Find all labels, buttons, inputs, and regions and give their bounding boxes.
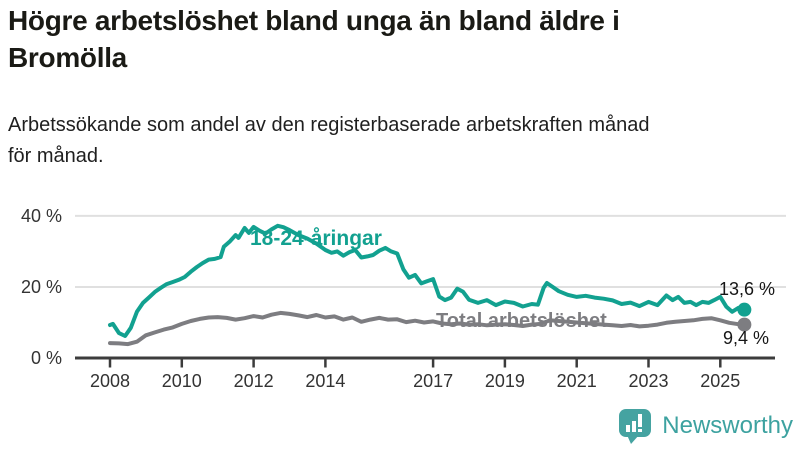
svg-text:0 %: 0 %	[31, 348, 62, 368]
svg-text:2008: 2008	[90, 371, 130, 391]
svg-text:2017: 2017	[413, 371, 453, 391]
svg-text:2025: 2025	[700, 371, 740, 391]
svg-text:2014: 2014	[305, 371, 345, 391]
svg-text:2012: 2012	[234, 371, 274, 391]
svg-text:2021: 2021	[557, 371, 597, 391]
svg-text:2023: 2023	[628, 371, 668, 391]
newsworthy-wordmark: Newsworthy	[662, 412, 793, 439]
chart-subtitle: Arbetssökande som andel av den registerb…	[8, 114, 650, 167]
series-label-total: Total arbetslöshet	[436, 310, 607, 332]
series-label-youth: 18-24-åringar	[250, 227, 382, 250]
end-value-total: 9,4 %	[723, 328, 770, 348]
svg-text:2019: 2019	[485, 371, 525, 391]
newsworthy-logo: Newsworthy	[617, 407, 793, 445]
end-value-youth: 13,6 %	[719, 279, 776, 299]
newsworthy-logo-icon	[619, 409, 652, 444]
chart-title: Högre arbetslöshet bland unga än bland ä…	[8, 5, 620, 73]
svg-text:20 %: 20 %	[21, 277, 62, 297]
svg-text:2010: 2010	[162, 371, 202, 391]
svg-text:40 %: 40 %	[21, 206, 62, 226]
